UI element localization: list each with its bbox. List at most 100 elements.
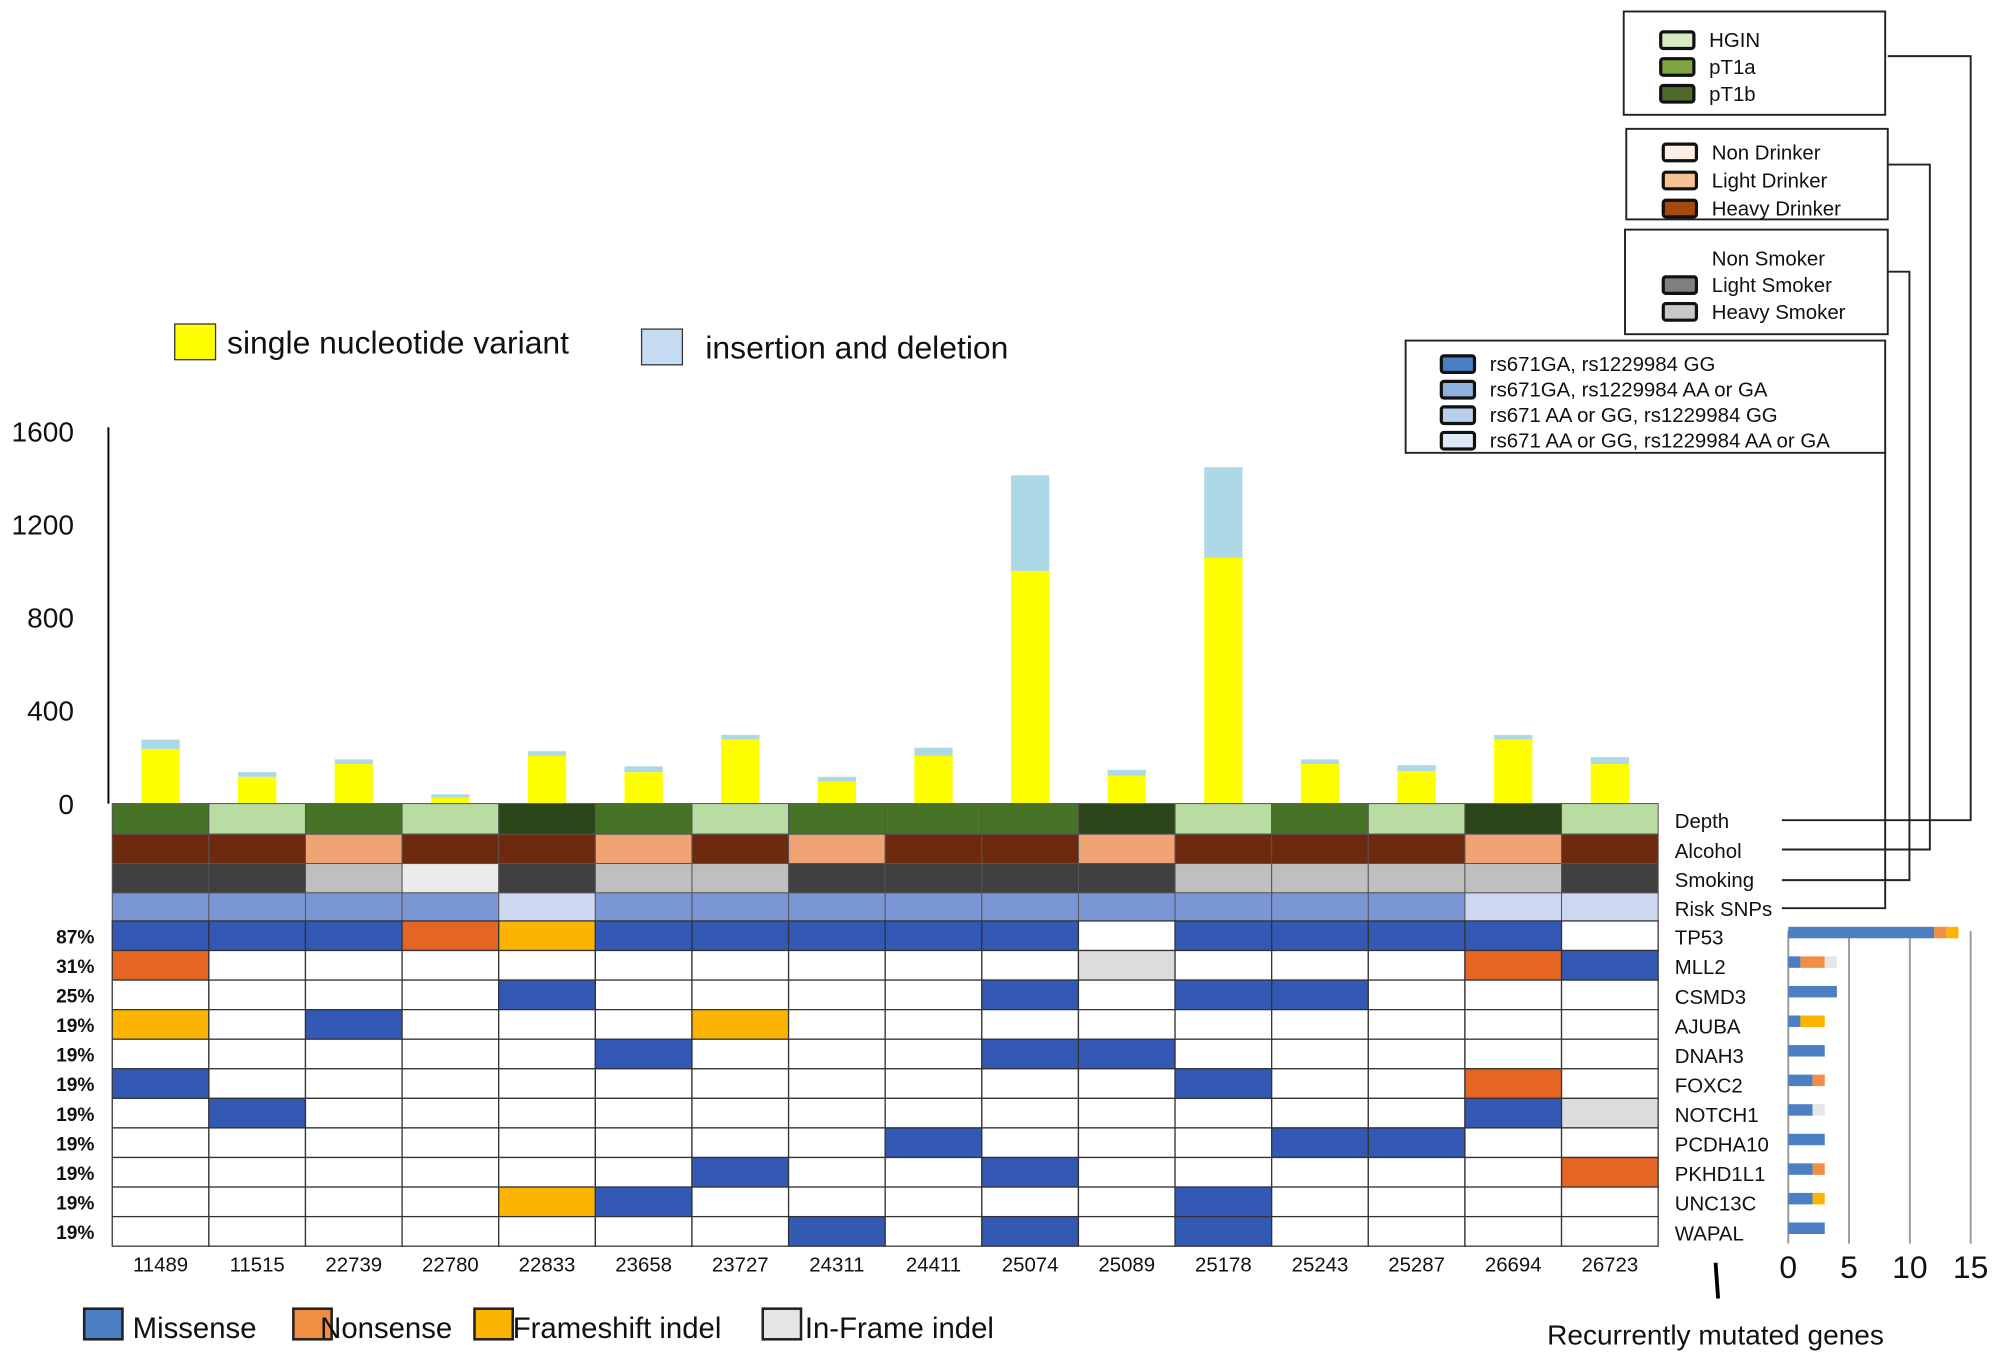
- gene-label: AJUBA: [1675, 1016, 1741, 1038]
- mutation-cell: [498, 1009, 596, 1040]
- mutation-cell: [304, 920, 403, 952]
- track-cell-alcohol: [498, 833, 596, 865]
- track-cell-risk-snps: [304, 892, 403, 922]
- track-cell-smoking: [691, 863, 790, 894]
- gene-percent: 31%: [56, 957, 94, 978]
- gene-label: PCDHA10: [1675, 1135, 1769, 1157]
- mutation-cell: [401, 1009, 500, 1040]
- mutation-cell: [304, 1009, 403, 1040]
- mutation-cell: [1174, 1156, 1273, 1188]
- track-label: Risk SNPs: [1675, 899, 1772, 921]
- mutation-cell: [1271, 1097, 1369, 1129]
- track-cell-smoking: [1561, 863, 1659, 894]
- track-cell-alcohol: [884, 833, 983, 865]
- mutation-cell: [594, 1009, 693, 1040]
- mutation-cell: [787, 1038, 886, 1070]
- mutation-cell: [111, 1156, 210, 1188]
- snps-legend-label: rs671 AA or GG, rs1229984 GG: [1490, 405, 1778, 427]
- mutation-cell: [594, 1068, 693, 1099]
- gene-label: CSMD3: [1675, 987, 1746, 1009]
- bar-single-nucleotide-variant-22833: [527, 755, 567, 804]
- mutation-cell: [787, 920, 886, 952]
- mutation-cell: [981, 979, 1080, 1011]
- sample-id-label: 24411: [906, 1255, 961, 1277]
- mutation-cell: [304, 1127, 403, 1159]
- mutation-cell: [594, 1215, 693, 1247]
- mutation-cell: [401, 1186, 500, 1218]
- mutation-cell: [884, 1068, 983, 1099]
- bar-insertion-and-deletion-26723: [1590, 757, 1629, 765]
- bar-insertion-and-deletion-26694: [1494, 734, 1533, 740]
- snps-legend-swatch: [1439, 405, 1477, 426]
- track-label: Depth: [1675, 811, 1729, 833]
- mutation-cell: [1271, 1127, 1369, 1159]
- bar-insertion-and-deletion-22739: [334, 759, 373, 765]
- mutation-cell: [1174, 1009, 1273, 1040]
- track-cell-risk-snps: [498, 892, 596, 922]
- mutation-cell: [594, 1156, 693, 1188]
- snps-legend-swatch: [1439, 354, 1477, 375]
- mutation-cell: [981, 1038, 1080, 1070]
- mutation-cell: [691, 979, 790, 1011]
- mutation-cell: [1560, 949, 1659, 981]
- sample-id-label: 11489: [133, 1255, 188, 1277]
- track-cell-smoking: [208, 863, 306, 894]
- depth-legend-swatch: [1659, 57, 1696, 77]
- smoking-legend-swatch: [1661, 275, 1699, 295]
- recurrent-bar-missense-DNAH3: [1788, 1045, 1825, 1057]
- depth-legend-label: pT1a: [1709, 57, 1756, 79]
- alcohol-legend-label: Non Drinker: [1712, 142, 1821, 164]
- track-cell-smoking: [594, 863, 693, 894]
- smoking-legend-label: Heavy Smoker: [1712, 302, 1846, 324]
- mutation-cell: [594, 1186, 693, 1218]
- legend-swatch-frameshift-indel: [473, 1307, 515, 1341]
- mutation-cell: [691, 1097, 790, 1129]
- snps-legend-label: rs671GA, rs1229984 AA or GA: [1490, 380, 1768, 402]
- bar-insertion-and-deletion-23658: [624, 766, 663, 773]
- mutation-cell: [1367, 1186, 1466, 1218]
- bar-single-nucleotide-variant-25089: [1107, 775, 1146, 804]
- mutation-cell: [1174, 979, 1273, 1011]
- track-cell-risk-snps: [1464, 892, 1563, 922]
- alcohol-legend-swatch: [1661, 198, 1699, 219]
- mutation-cell: [498, 920, 596, 952]
- mutation-cell: [401, 1215, 500, 1247]
- mutation-cell: [208, 1009, 307, 1040]
- mutation-cell: [1560, 920, 1659, 952]
- bar-insertion-and-deletion-24411: [914, 747, 953, 756]
- recurrent-chart-title: Recurrently mutated genes: [1547, 1319, 1884, 1350]
- mutation-cell: [1367, 1127, 1466, 1159]
- recurrent-bar-missense-PKHD1L1: [1788, 1163, 1813, 1175]
- gene-label: FOXC2: [1675, 1075, 1743, 1097]
- mutation-cell: [884, 920, 983, 952]
- recurrent-bar-nonsense-PKHD1L1: [1812, 1163, 1825, 1175]
- track-label: Smoking: [1675, 870, 1754, 892]
- sample-id-label: 25074: [1002, 1255, 1059, 1277]
- mutation-cell: [1464, 979, 1563, 1011]
- mutation-cell: [787, 949, 886, 981]
- mutation-cell: [1367, 920, 1466, 952]
- bar-insertion-and-deletion-22833: [527, 751, 567, 756]
- track-cell-smoking: [498, 863, 596, 894]
- mutation-cell: [1367, 979, 1466, 1011]
- mutation-cell: [1560, 1215, 1659, 1247]
- sample-id-label: 25243: [1292, 1255, 1349, 1277]
- mutation-cell: [981, 949, 1080, 981]
- mutation-cell: [1560, 1009, 1659, 1040]
- mutation-cell: [304, 949, 403, 981]
- sample-id-label: 25287: [1388, 1255, 1445, 1277]
- mutation-cell: [1464, 949, 1563, 981]
- track-cell-alcohol: [1561, 833, 1659, 865]
- bar-insertion-and-deletion-11515: [238, 772, 277, 777]
- mutation-cell: [1271, 1038, 1369, 1070]
- mutation-cell: [594, 920, 693, 952]
- sample-id-label: 25089: [1098, 1255, 1155, 1277]
- mutation-cell: [1174, 1097, 1273, 1129]
- mutation-cell: [111, 1068, 210, 1099]
- recurrent-bar-frameshift-indel-TP53: [1946, 926, 1959, 939]
- mutation-cell: [884, 1215, 983, 1247]
- mutation-cell: [111, 1186, 210, 1218]
- track-cell-alcohol: [1367, 833, 1466, 865]
- track-cell-risk-snps: [1271, 892, 1369, 922]
- mutation-cell: [208, 1156, 307, 1188]
